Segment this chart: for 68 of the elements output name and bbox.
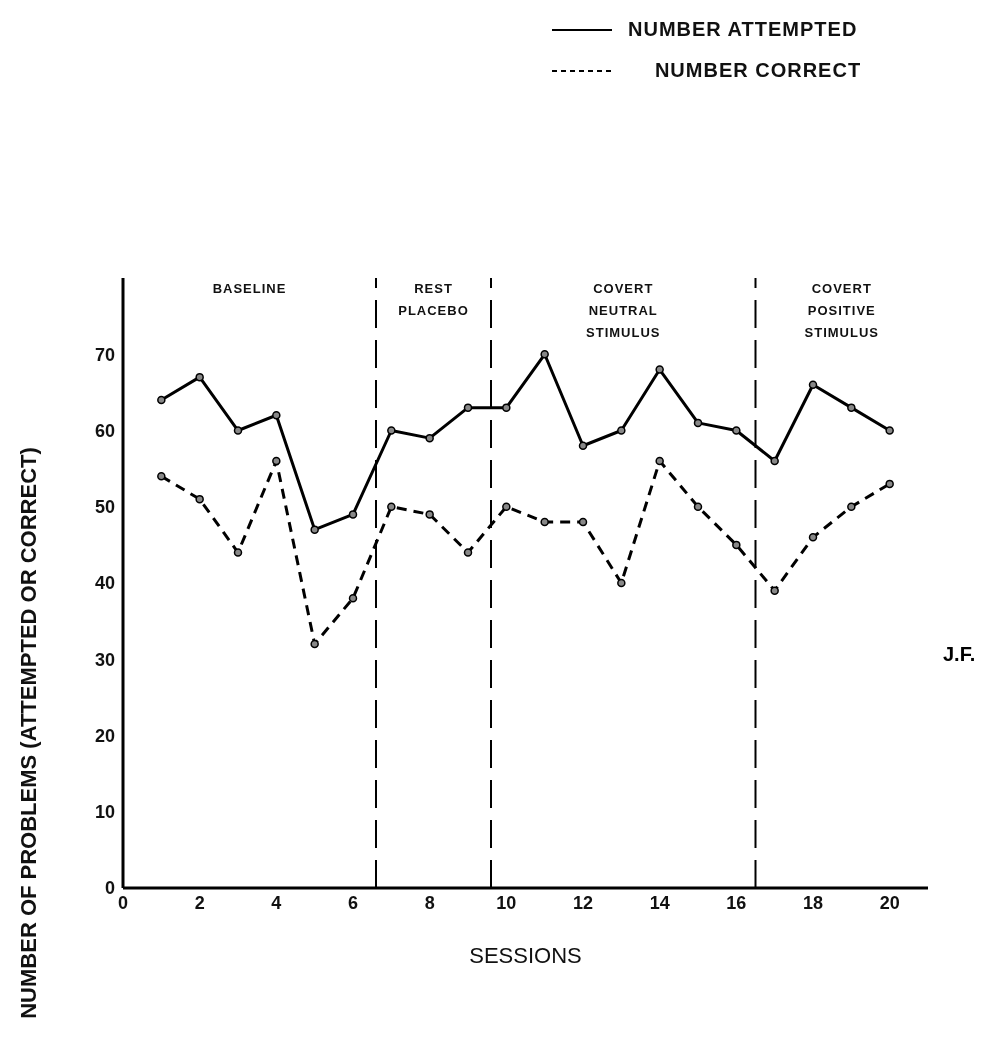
x-tick-label: 2 (194, 892, 205, 913)
point (502, 403, 511, 412)
x-tick-label: 10 (496, 892, 517, 913)
y-tick-label: 0 (104, 878, 115, 899)
point (578, 441, 588, 450)
x-tick-label: 18 (802, 892, 824, 913)
y-tick-label: 30 (94, 649, 115, 670)
x-tick-label: 20 (879, 892, 900, 913)
point (693, 418, 703, 428)
x-tick-label: 12 (572, 892, 594, 913)
point (272, 411, 281, 420)
point (885, 426, 894, 435)
point (617, 578, 626, 588)
point (463, 548, 473, 557)
annotation: COVERT POSITIVE STIMULUS (804, 281, 879, 341)
point (540, 350, 549, 359)
y-tick-label: 70 (94, 344, 115, 365)
point (847, 502, 856, 511)
point (885, 479, 894, 489)
point (310, 639, 319, 649)
annotation: COVERT NEUTRAL STIMULUS (586, 281, 661, 341)
point (463, 403, 473, 412)
y-tick-label: 20 (94, 725, 115, 746)
x-tick-label: 4 (271, 892, 282, 913)
point (540, 517, 549, 527)
point (847, 403, 856, 412)
x-axis-title: SESSIONS (469, 943, 582, 968)
point (808, 533, 818, 542)
annotation: REST PLACEBO (398, 281, 469, 319)
x-tick-label: 8 (424, 892, 435, 913)
point (425, 433, 434, 443)
legend-label: NUMBER CORRECT (653, 59, 863, 82)
point (655, 365, 664, 374)
point (693, 502, 703, 511)
point (808, 380, 818, 389)
point (425, 510, 434, 519)
point (348, 510, 358, 519)
point (387, 502, 396, 511)
point (348, 594, 358, 603)
point (770, 456, 779, 466)
point (732, 540, 741, 550)
y-axis-title: NUMBER OF PROBLEMS (ATTEMPTED OR CORRECT) (15, 447, 41, 1019)
annotation: BASELINE (212, 281, 287, 297)
point (233, 426, 243, 435)
text: J.F. (943, 643, 976, 666)
point (195, 494, 204, 504)
point (157, 395, 166, 405)
point (157, 472, 166, 481)
y-tick-label: 10 (94, 802, 115, 823)
point (617, 426, 626, 435)
y-tick-label: 40 (94, 573, 115, 594)
point (578, 517, 588, 527)
x-tick-label: 0 (117, 892, 129, 913)
x-tick-label: 14 (649, 892, 670, 913)
point (655, 456, 664, 466)
x-tick-label: 6 (347, 892, 359, 913)
legend-label: NUMBER ATTEMPTED (628, 18, 859, 41)
point (502, 502, 511, 511)
point (195, 372, 204, 382)
point (770, 586, 779, 595)
x-tick-label: 16 (726, 892, 747, 913)
point (310, 525, 319, 534)
point (233, 548, 243, 557)
point (732, 426, 741, 435)
y-tick-label: 60 (94, 420, 115, 441)
point (387, 426, 396, 435)
point (272, 456, 281, 466)
y-tick-label: 50 (94, 497, 115, 518)
